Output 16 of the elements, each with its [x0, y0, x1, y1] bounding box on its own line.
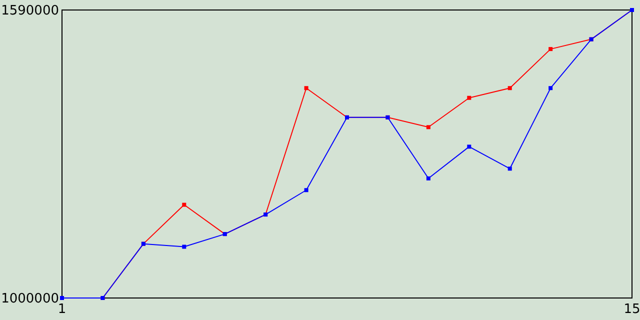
point — [304, 86, 308, 90]
point — [426, 176, 430, 180]
y-tick-label: 1590000 — [1, 4, 59, 19]
point — [182, 202, 186, 207]
point — [508, 166, 512, 171]
point — [508, 86, 512, 90]
x-tick-label: 15 — [624, 302, 640, 317]
point — [182, 244, 186, 249]
y-tick-label: 1000000 — [1, 292, 59, 307]
point — [304, 188, 308, 192]
point — [548, 86, 553, 90]
x-tick-label: 1 — [58, 302, 66, 317]
point — [548, 47, 553, 52]
point — [426, 125, 430, 130]
point — [467, 144, 472, 149]
point — [467, 96, 472, 100]
